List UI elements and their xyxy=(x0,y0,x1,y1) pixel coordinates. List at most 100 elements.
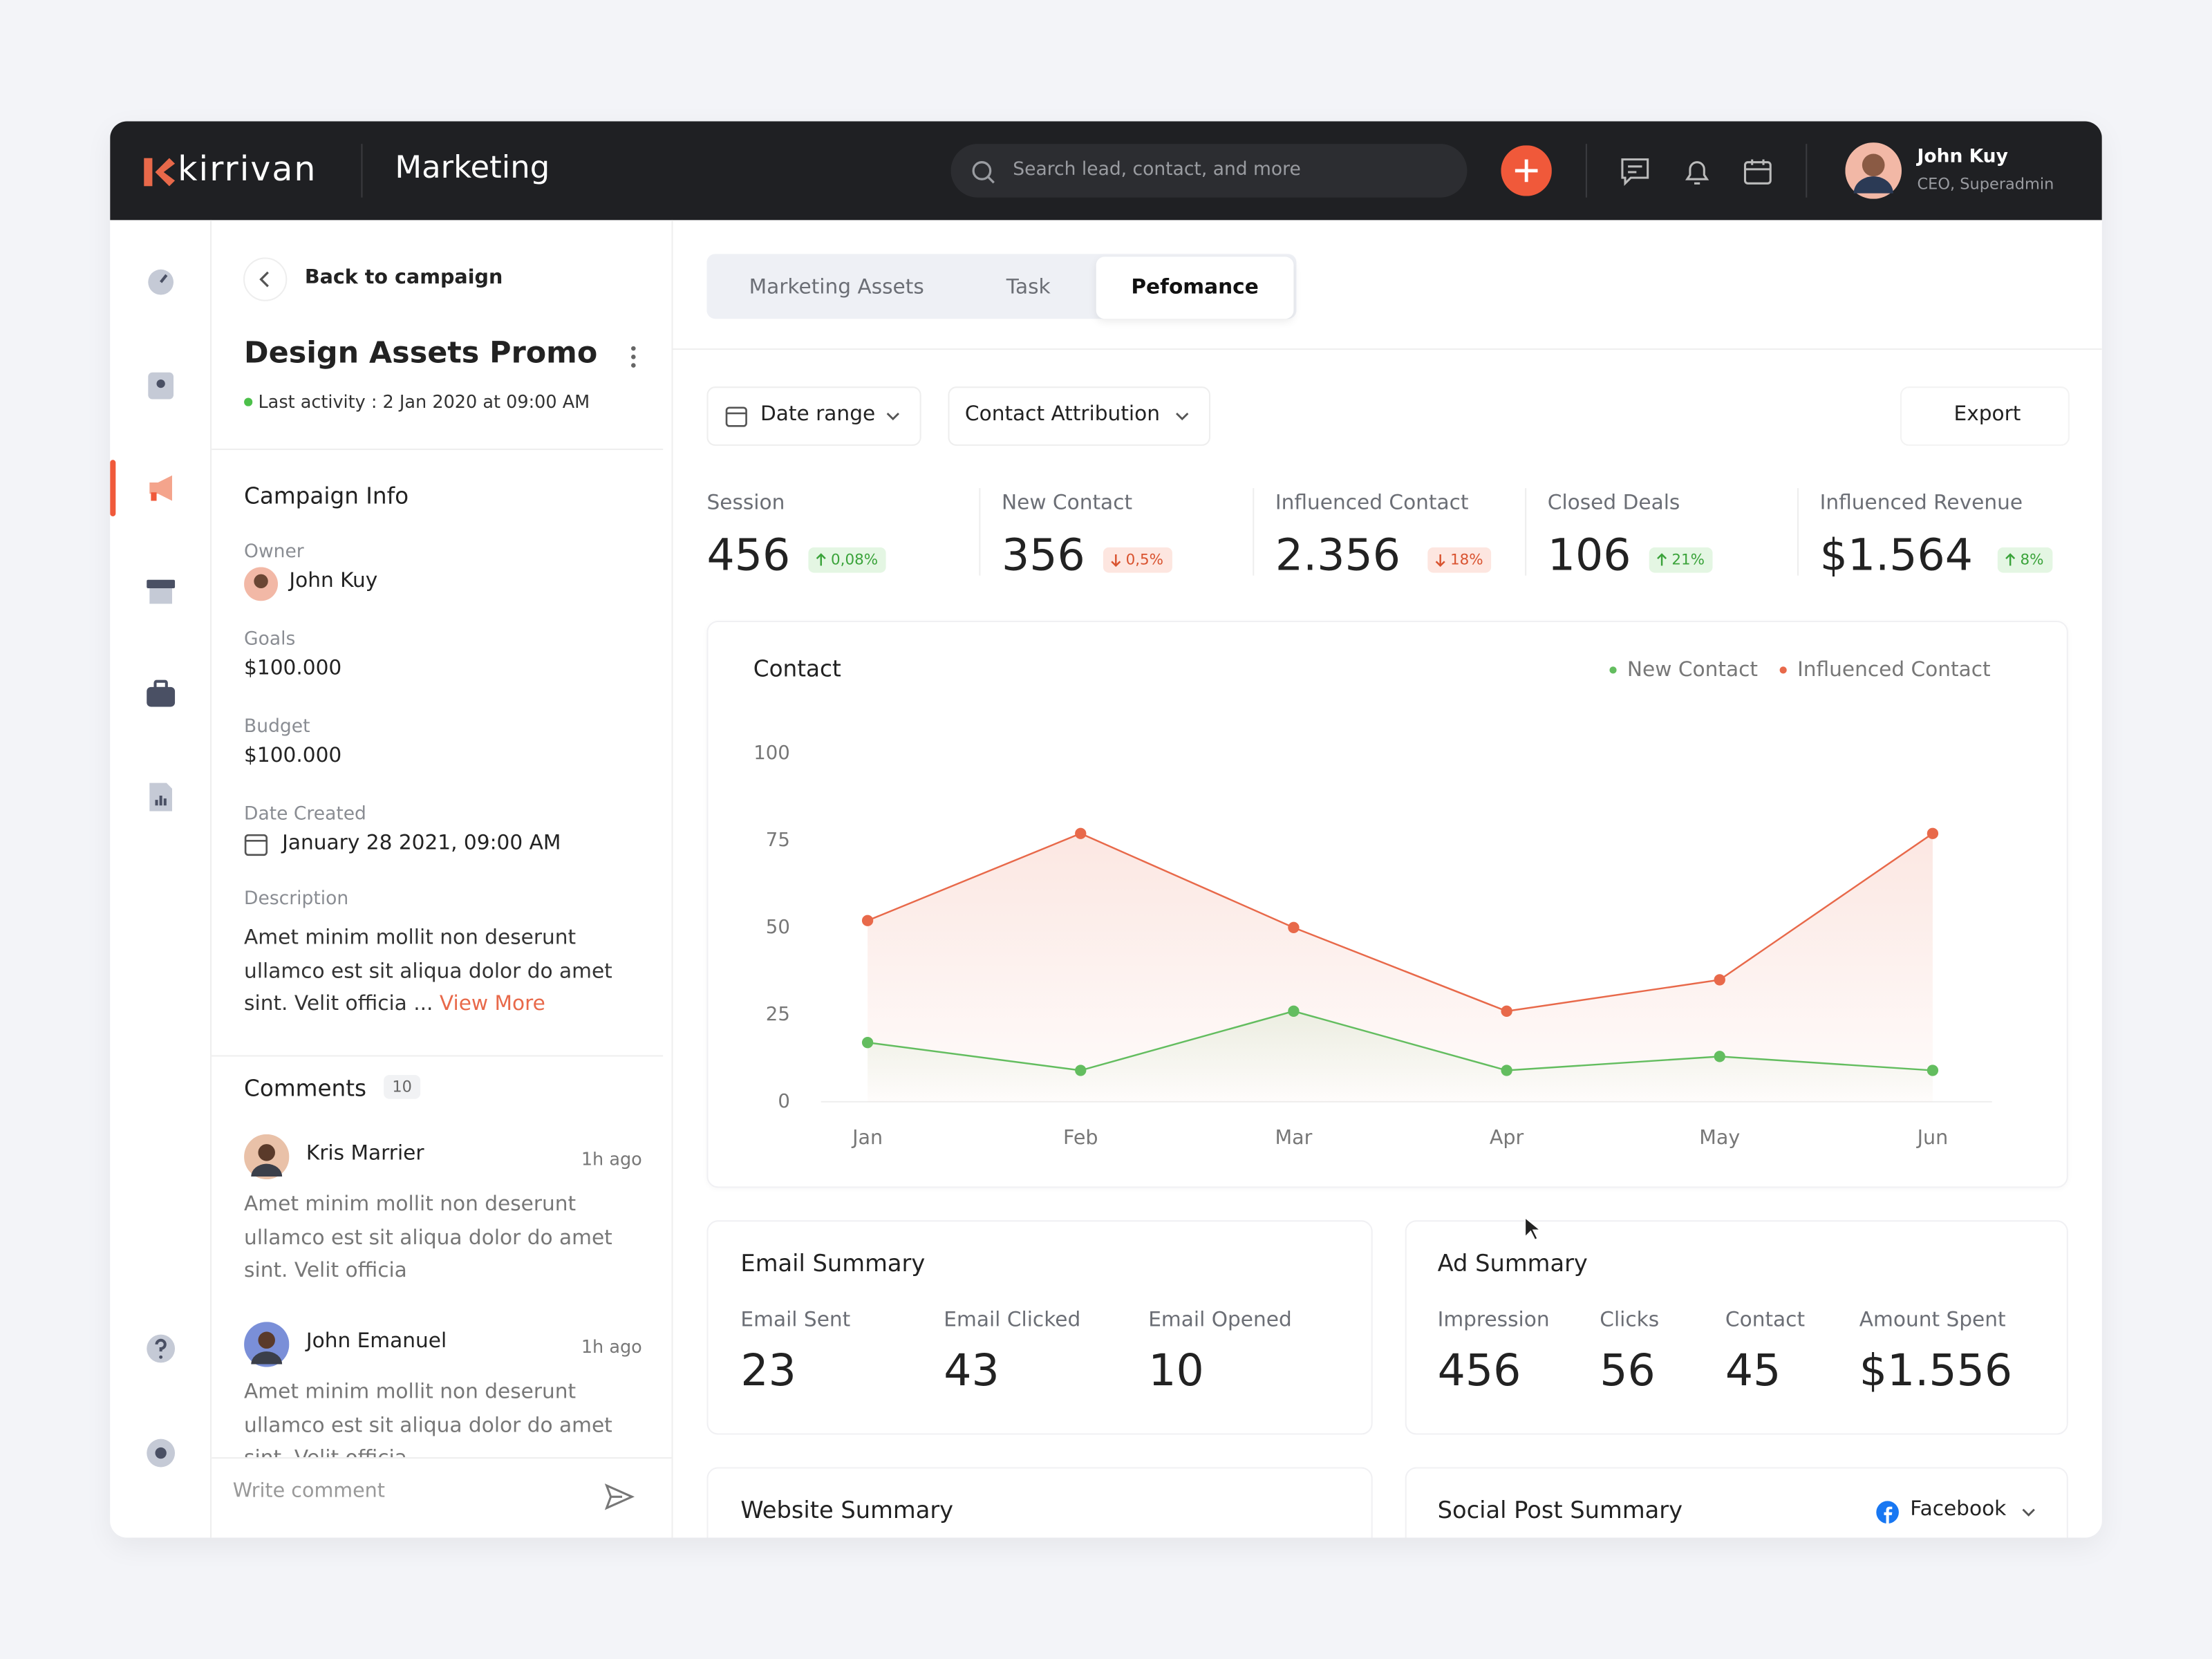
stat-badge: 8% xyxy=(1997,547,2052,573)
arrow xyxy=(2005,553,2016,566)
chart-title: Contact xyxy=(753,655,841,682)
point xyxy=(1927,827,1939,839)
point xyxy=(861,1037,874,1049)
tab[interactable]: Task xyxy=(1006,276,1051,299)
comment-avatar xyxy=(244,1134,290,1180)
card-title: Ad Summary xyxy=(1437,1250,1588,1277)
main: Marketing Assets Task Pefomance Date range… xyxy=(673,220,2102,1538)
stat-label: Session xyxy=(706,492,785,515)
point xyxy=(1075,1065,1087,1076)
card-title: Website Summary xyxy=(740,1497,954,1524)
user-avatar[interactable] xyxy=(1845,142,1902,199)
card-title: Social Post Summary xyxy=(1437,1497,1683,1524)
calendar-icon[interactable] xyxy=(1742,157,1773,188)
metric-label: Email Opened xyxy=(1148,1309,1292,1332)
legend-swatch xyxy=(1779,666,1787,674)
date-range[interactable]: Date range xyxy=(706,386,921,446)
divider xyxy=(1525,488,1527,576)
x-tick-label: May xyxy=(1699,1125,1740,1149)
back-link[interactable]: Back to campaign xyxy=(304,266,503,290)
tab[interactable]: Marketing Assets xyxy=(749,276,924,299)
more-menu[interactable] xyxy=(629,344,637,370)
field-label: Budget xyxy=(244,716,310,738)
metric-value: 23 xyxy=(740,1345,796,1397)
icon-body xyxy=(244,834,268,856)
back-button[interactable] xyxy=(243,256,288,301)
comment-input[interactable]: Write comment xyxy=(212,1457,672,1538)
y-tick-label: 75 xyxy=(766,829,790,851)
y-tick-label: 100 xyxy=(753,742,790,764)
chat-icon[interactable] xyxy=(1620,157,1651,188)
stat-value: 2.356 xyxy=(1275,530,1401,581)
header: kirrivan Marketing Search lead, contact,… xyxy=(110,121,2102,221)
info-title: Campaign Info xyxy=(244,482,409,509)
field-value: January 28 2021, 09:00 AM xyxy=(282,832,561,855)
calendar-icon xyxy=(725,406,747,427)
avatar-head xyxy=(254,574,268,589)
export-button[interactable]: Export xyxy=(1900,386,2070,446)
y-tick-label: 0 xyxy=(778,1090,790,1112)
nav-dashboard[interactable] xyxy=(144,265,178,299)
arrow xyxy=(1111,554,1121,568)
field-label: Owner xyxy=(244,541,304,563)
divider xyxy=(1797,488,1799,576)
stat-label: Closed Deals xyxy=(1547,492,1680,515)
cursor xyxy=(1524,1216,1541,1241)
stat-badge: 18% xyxy=(1427,547,1492,573)
stat-change: 18% xyxy=(1450,551,1483,569)
metric-value: 56 xyxy=(1600,1345,1656,1397)
tab[interactable]: Pefomance xyxy=(1096,256,1294,319)
card-title: Email Summary xyxy=(740,1250,926,1277)
description: Amet minim mollit non deserunt ullamco e… xyxy=(244,923,628,1022)
divider xyxy=(1585,144,1587,198)
chevron xyxy=(1176,412,1189,421)
avatar-head xyxy=(258,1144,275,1161)
stat-value: 106 xyxy=(1547,530,1631,581)
nav-deals[interactable] xyxy=(144,677,178,711)
line xyxy=(867,832,1933,1013)
stat-value: 456 xyxy=(706,530,791,581)
attribution[interactable]: Contact Attribution xyxy=(948,386,1211,446)
stat-change: 8% xyxy=(2020,551,2044,569)
stat-value: $1.564 xyxy=(1819,530,1974,581)
send-icon[interactable] xyxy=(603,1481,635,1512)
stat-change: 0,08% xyxy=(831,551,879,569)
divider xyxy=(361,144,363,198)
metric-label: Amount Spent xyxy=(1859,1309,2006,1332)
point xyxy=(1714,974,1725,986)
platform-select[interactable]: Facebook xyxy=(1910,1498,2007,1521)
nav-marketing[interactable] xyxy=(144,471,178,505)
field-label: Date Created xyxy=(244,804,366,825)
nav-store[interactable] xyxy=(144,574,178,608)
stat-change: 0,5% xyxy=(1125,551,1164,569)
nav-reports[interactable] xyxy=(144,780,178,814)
comment-placeholder: Write comment xyxy=(232,1479,386,1503)
stat-badge: 0,08% xyxy=(808,547,887,573)
stat-badge: 0,5% xyxy=(1103,547,1172,573)
owner-avatar xyxy=(244,567,279,601)
point xyxy=(1075,827,1087,839)
nav-rail xyxy=(110,220,212,1538)
add-button[interactable] xyxy=(1501,145,1552,196)
divider xyxy=(979,488,981,576)
metric-label: Contact xyxy=(1725,1309,1806,1332)
view-more[interactable]: View More xyxy=(439,993,545,1016)
field-value: $100.000 xyxy=(244,657,342,680)
point xyxy=(861,915,874,926)
nav-help[interactable] xyxy=(144,1332,178,1366)
avatar-body xyxy=(251,1163,283,1177)
facebook-icon xyxy=(1876,1501,1899,1524)
comments-count: 10 xyxy=(384,1075,421,1099)
comment-time: 1h ago xyxy=(581,1148,642,1170)
search[interactable]: Search lead, contact, and more xyxy=(950,144,1468,198)
nav-contacts[interactable] xyxy=(144,368,178,402)
stat-label: Influenced Contact xyxy=(1275,492,1469,515)
x-tick-label: Jan xyxy=(851,1125,883,1149)
website-summary: Website Summary xyxy=(706,1467,1373,1538)
bell-icon[interactable] xyxy=(1682,157,1713,188)
point xyxy=(1927,1065,1939,1076)
x-tick-label: Feb xyxy=(1063,1125,1098,1149)
nav-settings[interactable] xyxy=(144,1436,178,1470)
divider xyxy=(1253,488,1255,576)
